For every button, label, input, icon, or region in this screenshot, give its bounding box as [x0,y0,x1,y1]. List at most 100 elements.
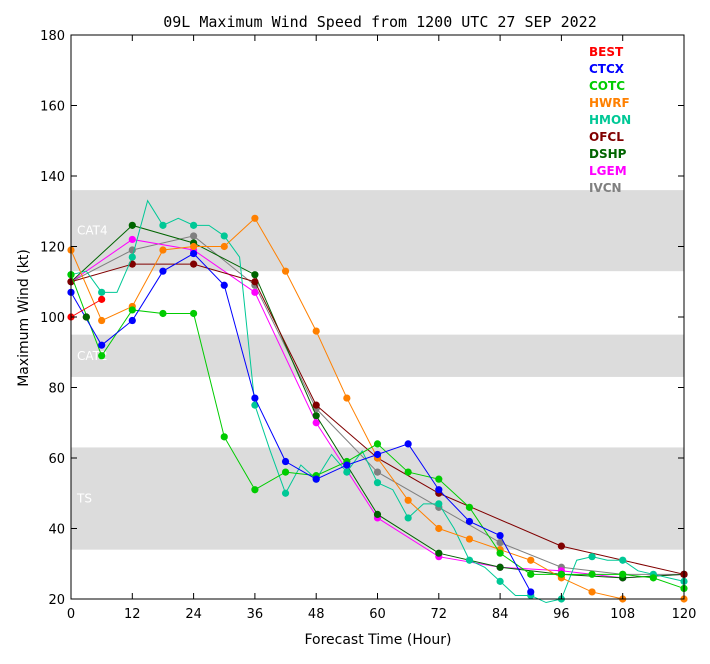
legend-entry-ivcn: IVCN [589,181,622,195]
point-hwrf [98,316,106,325]
point-ctcx [343,461,351,469]
point-cotc [128,306,136,314]
series-line-hwrf [70,217,684,600]
x-tick-label: 60 [369,607,386,622]
point-hwrf [281,267,290,275]
point-hmon [496,577,504,585]
point-hwrf [404,496,412,504]
legend-entry-lgem: LGEM [589,164,627,178]
x-tick-label: 36 [247,607,264,622]
legend-entry-best: BEST [589,45,624,59]
point-hmon [251,401,259,409]
point-ctcx [159,267,167,275]
band-ts [71,447,684,550]
point-cotc [98,352,106,360]
point-cotc [557,570,566,578]
point-ofcl [557,542,566,550]
point-ctcx [496,531,504,540]
y-tick-label: 40 [48,523,65,538]
y-tick-label: 60 [48,452,65,467]
x-axis-label: Forecast Time (Hour) [304,632,451,648]
point-hmon [98,288,106,296]
point-dshp [82,313,90,321]
point-hwrf [588,588,596,596]
point-ivcn [496,539,504,547]
point-hmon [190,221,198,229]
point-ctcx [527,588,535,596]
point-dshp [373,510,382,518]
point-hmon [159,221,167,229]
point-lgem [128,235,136,244]
point-hmon [281,489,290,497]
point-cotc [159,309,167,318]
point-hwrf [435,524,443,533]
legend-entry-dshp: DSHP [589,147,627,161]
point-cotc [435,475,443,483]
axes: 0 12 24 36 48 60 72 84 96 108 120 20 40 60 80 100 120 140… [40,29,696,622]
y-tick-label: 160 [40,100,65,115]
band-cat4 [71,190,684,272]
band-label-cat1: CAT1 [77,405,108,419]
legend-entry-ctcx: CTCX [589,62,625,76]
y-tick-label: 20 [48,593,65,608]
point-cotc [220,433,228,441]
point-dshp [435,549,443,557]
point-cotc [190,309,198,318]
point-hwrf [312,327,320,335]
point-hwrf [527,556,535,564]
y-tick-label: 100 [40,311,65,326]
series-hwrf [67,214,688,603]
point-hwrf [465,535,474,543]
legend-entry-cotc: COTC [589,79,625,93]
legend-entry-ofcl: OFCL [589,130,624,144]
legend: BEST CTCX COTC HWRF HMON OFCL DSHP LGEM IVCN [589,45,631,195]
point-ctcx [312,475,320,483]
point-hwrf [220,242,228,251]
point-ctcx [98,341,106,349]
point-hmon [373,479,382,487]
point-hmon [220,232,228,240]
point-hmon [343,468,351,476]
y-tick-label: 120 [40,241,65,256]
series-ctcx [67,249,535,596]
point-hwrf [190,242,198,251]
point-ctcx [373,450,382,459]
point-cotc [649,574,657,582]
point-ctcx [220,281,228,289]
point-hmon [465,556,474,564]
point-ctcx [435,486,443,494]
point-ctcx [281,457,290,466]
point-best [98,295,106,303]
point-cotc [496,549,504,557]
plot-area [67,199,688,604]
point-ivcn [373,468,382,476]
point-dshp [251,271,259,279]
point-dshp [496,563,504,571]
point-cotc [527,570,535,578]
point-ctcx [465,517,474,526]
y-tick-label: 180 [40,29,65,44]
x-tick-label: 48 [308,607,325,622]
point-ctcx [190,249,198,258]
x-tick-label: 84 [492,607,509,622]
x-tick-label: 24 [185,607,202,622]
y-axis-label: Maximum Wind (kt) [16,249,32,387]
point-ctcx [404,440,412,448]
point-hmon [404,514,412,522]
series-line-best [70,298,102,318]
point-ofcl [312,401,320,409]
point-hwrf [159,246,167,254]
legend-entry-hmon: HMON [589,113,631,127]
point-lgem [251,288,259,296]
point-dshp [128,221,136,229]
x-tick-label: 96 [553,607,570,622]
point-cotc [404,468,412,476]
band-cat2 [71,334,684,377]
point-ivcn [190,232,198,240]
x-tick-label: 108 [610,607,635,622]
x-tick-label: 12 [124,607,141,622]
point-cotc [619,570,627,578]
point-cotc [373,440,382,448]
band-label-ts: TS [76,492,92,506]
